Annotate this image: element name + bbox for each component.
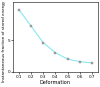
Y-axis label: Instantaneous fraction of stored energy (%): Instantaneous fraction of stored energy … [2,0,6,82]
X-axis label: Deformation: Deformation [40,80,71,85]
